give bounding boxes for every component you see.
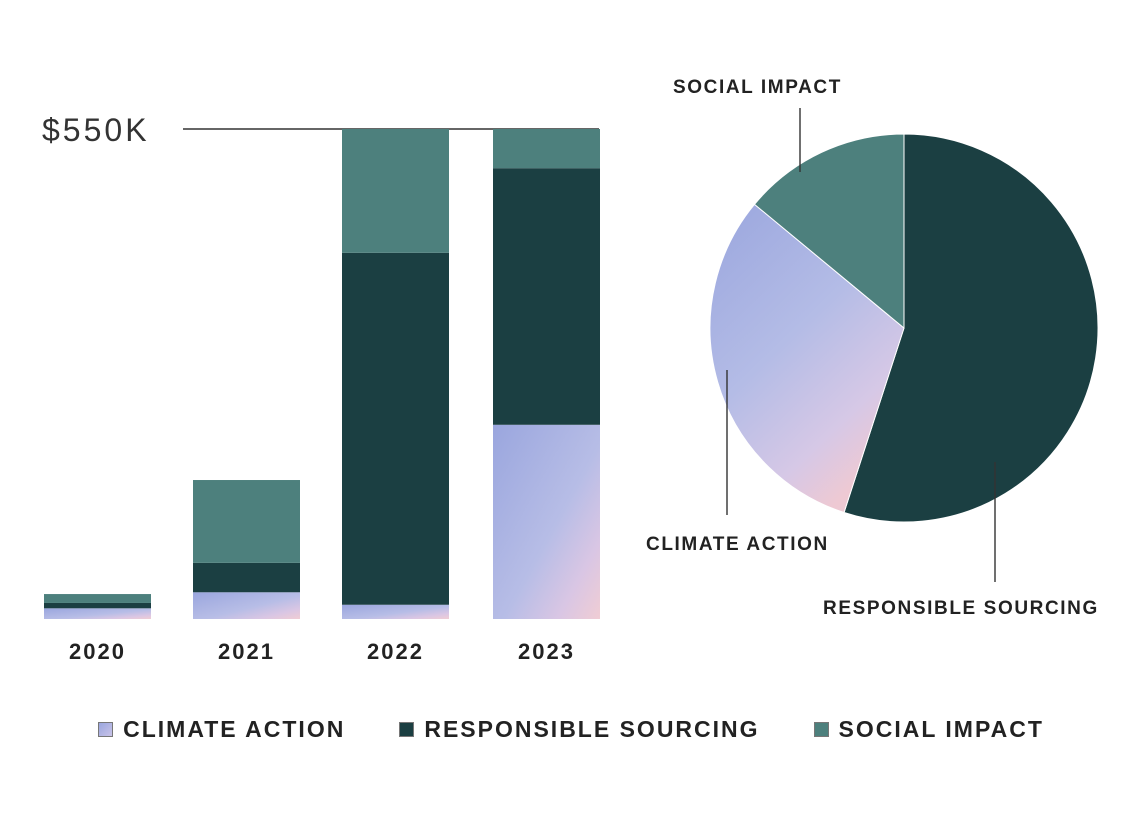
pie-label-responsible-sourcing: RESPONSIBLE SOURCING	[823, 598, 1099, 619]
bar-2022-climate-action	[342, 604, 449, 619]
bar-2022-social-impact	[342, 129, 449, 253]
bar-2021-responsible-sourcing	[193, 562, 300, 593]
year-label-2022: 2022	[367, 639, 424, 664]
chart-canvas: $550K 2020 2021 2022 2023 SOCIAL IMPACT CLI…	[42, 77, 1099, 664]
legend-item-social-impact: SOCIAL IMPACT	[813, 716, 1044, 743]
bar-2023-social-impact	[493, 129, 600, 169]
legend-label-social-impact: SOCIAL IMPACT	[838, 716, 1044, 742]
legend-swatch-social-impact	[813, 722, 829, 737]
legend-label-responsible-sourcing: RESPONSIBLE SOURCING	[424, 716, 760, 742]
pie-slices	[709, 133, 1099, 523]
legend-item-climate-action: CLIMATE ACTION	[98, 716, 345, 743]
pie-slice-responsible-sourcing	[843, 133, 1099, 523]
bar-segments	[44, 129, 600, 619]
pie-label-climate-action: CLIMATE ACTION	[646, 534, 829, 555]
pie-label-social-impact: SOCIAL IMPACT	[673, 77, 842, 98]
reference-line-label: $550K	[42, 112, 150, 148]
chart-legend: CLIMATE ACTION RESPONSIBLE SOURCING SOCI…	[0, 716, 1142, 743]
year-label-2023: 2023	[518, 639, 575, 664]
bar-2022-responsible-sourcing	[342, 252, 449, 605]
bar-2023-responsible-sourcing	[493, 168, 600, 425]
bar-2021-climate-action	[193, 592, 300, 619]
year-labels: 2020 2021 2022 2023	[69, 639, 575, 664]
year-label-2020: 2020	[69, 639, 126, 664]
bar-2021-social-impact	[193, 480, 300, 563]
bar-2020-climate-action	[44, 608, 151, 619]
stacked-bar-chart: $550K 2020 2021 2022 2023	[42, 112, 600, 664]
bar-2020-social-impact	[44, 594, 151, 603]
bar-2020-responsible-sourcing	[44, 602, 151, 609]
legend-swatch-responsible-sourcing	[399, 722, 415, 737]
pie-chart: SOCIAL IMPACT CLIMATE ACTION RESPONSIBLE…	[646, 77, 1099, 619]
year-label-2021: 2021	[218, 639, 275, 664]
legend-swatch-climate-action	[98, 722, 114, 737]
legend-label-climate-action: CLIMATE ACTION	[123, 716, 346, 742]
legend-item-responsible-sourcing: RESPONSIBLE SOURCING	[399, 716, 759, 743]
pie-slice-climate-action	[709, 203, 905, 514]
pie-slice-social-impact	[753, 133, 905, 330]
bar-2023-climate-action	[493, 424, 600, 619]
